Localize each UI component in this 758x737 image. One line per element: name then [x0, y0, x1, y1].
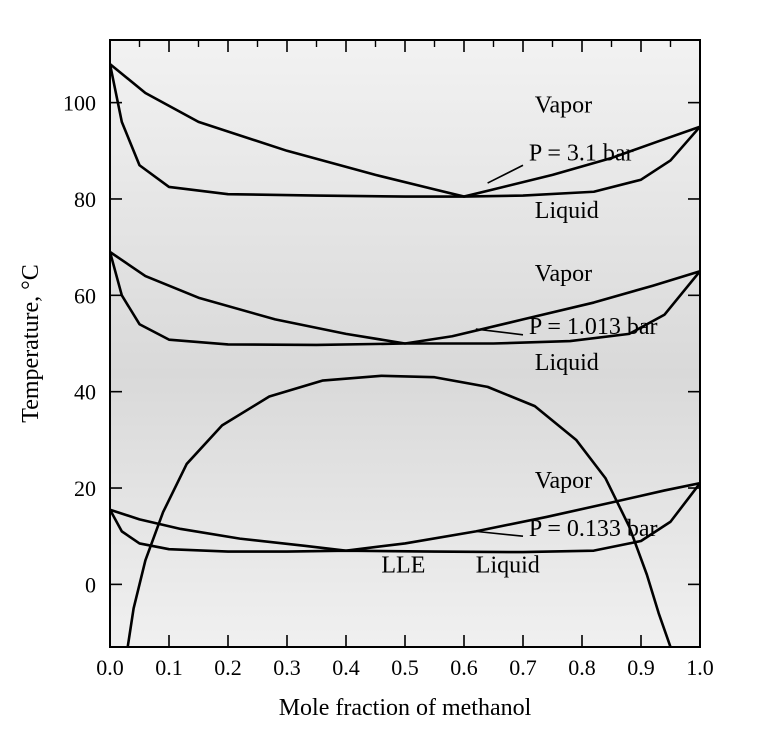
label-p1013_vapor: Vapor	[535, 261, 592, 287]
y-tick-label: 60	[74, 283, 96, 308]
x-tick-label: 0.1	[155, 655, 183, 680]
phase-diagram-svg: 0.0 0.1 0.2 0.3 0.4 0.5 0.6 0.7 0.8 0.9 1.0 0 20 40 60…	[0, 0, 758, 737]
y-axis-label: Temperature, °C	[18, 264, 44, 423]
label-p1013_liquid: Liquid	[535, 350, 599, 376]
x-tick-label: 0.7	[509, 655, 537, 680]
x-tick-label: 1.0	[686, 655, 714, 680]
y-tick-label: 80	[74, 187, 96, 212]
x-tick-label: 0.8	[568, 655, 596, 680]
y-tick-label: 100	[63, 91, 96, 116]
x-tick-label: 0.4	[332, 655, 360, 680]
y-tick-label: 0	[85, 572, 96, 597]
x-tick-label: 0.0	[96, 655, 124, 680]
label-p0133_liquid: Liquid	[476, 552, 540, 578]
x-axis-label: Mole fraction of methanol	[279, 695, 532, 721]
x-tick-label: 0.6	[450, 655, 478, 680]
label-lle: LLE	[381, 552, 425, 578]
label-p31_liquid: Liquid	[535, 198, 599, 224]
label-p31_pressure: P = 3.1 bar	[529, 140, 634, 166]
label-p1013_pressure: P = 1.013 bar	[529, 314, 658, 340]
label-p31_vapor: Vapor	[535, 92, 592, 118]
y-tick-label: 20	[74, 476, 96, 501]
y-tick-label: 40	[74, 380, 96, 405]
x-tick-label: 0.5	[391, 655, 419, 680]
x-tick-label: 0.9	[627, 655, 655, 680]
x-tick-label: 0.2	[214, 655, 242, 680]
label-p0133_vapor: Vapor	[535, 468, 592, 494]
chart-container: 0.0 0.1 0.2 0.3 0.4 0.5 0.6 0.7 0.8 0.9 1.0 0 20 40 60…	[0, 0, 758, 737]
x-tick-label: 0.3	[273, 655, 301, 680]
label-p0133_pressure: P = 0.133 bar	[529, 516, 658, 542]
